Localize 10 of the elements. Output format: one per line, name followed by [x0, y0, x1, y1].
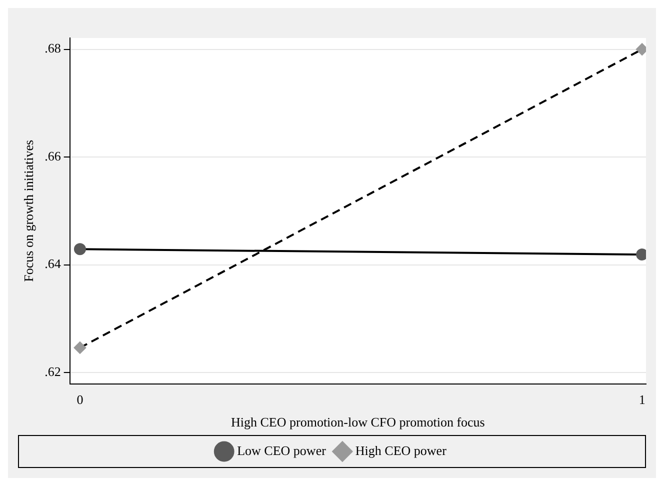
- y-tick-label: .68: [44, 40, 61, 56]
- legend-label: High CEO power: [355, 442, 448, 458]
- y-axis-title: Focus on growth initiatives: [21, 140, 36, 282]
- y-tick-label: .62: [44, 364, 61, 379]
- x-axis-title: High CEO promotion-low CFO promotion focus: [230, 414, 485, 430]
- y-tick-label: .66: [44, 148, 62, 164]
- x-tick-label: 1: [638, 392, 646, 408]
- legend-label: Low CEO power: [237, 442, 327, 458]
- x-tick-label: 0: [76, 392, 84, 408]
- y-tick-label: .64: [44, 256, 62, 272]
